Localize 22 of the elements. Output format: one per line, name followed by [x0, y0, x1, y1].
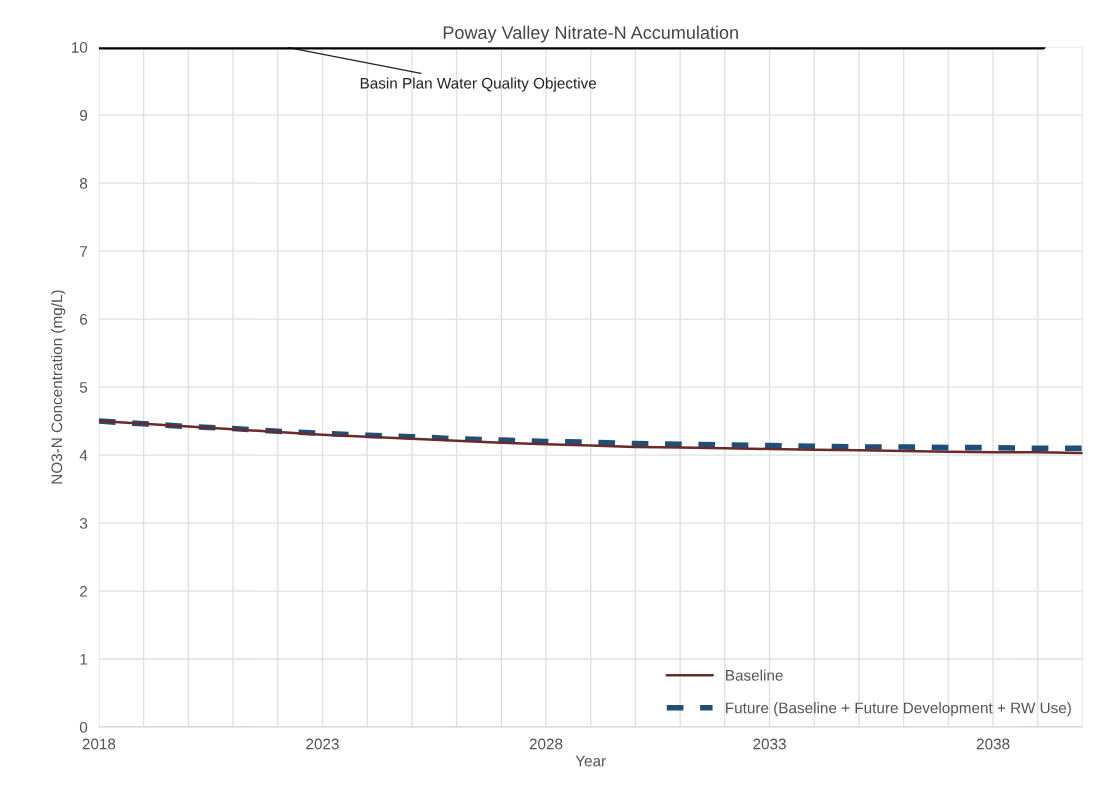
y-tick-label: 0: [79, 721, 88, 733]
y-tick-label: 2: [80, 585, 88, 597]
y-tick-label: 5: [79, 382, 88, 393]
y-tick-label: 8: [79, 178, 88, 189]
x-tick-label: 2028: [529, 738, 563, 750]
legend-label: Baseline: [726, 669, 783, 681]
y-tick-label: 9: [80, 110, 88, 121]
ref-line-label: Basin Plan Water Quality Objective: [360, 77, 597, 92]
x-tick-label: 2018: [82, 738, 116, 750]
y-tick-label: 3: [79, 517, 88, 529]
y-tick-label: 7: [80, 246, 88, 257]
y-tick-label: 6: [80, 313, 88, 325]
y-tick-label: 1: [80, 654, 88, 665]
x-tick-label: 2033: [753, 738, 786, 750]
y-axis-title: NO3-N Concentration (mg/L): [51, 290, 66, 484]
x-axis-title: Year: [575, 755, 606, 767]
y-tick-label: 10: [71, 42, 88, 53]
y-tick-label: 4: [79, 450, 88, 461]
x-tick-label: 2023: [306, 738, 339, 750]
legend-label: Future (Baseline + Future Development + RW Use): [726, 702, 1071, 717]
chart-title: Poway Valley Nitrate-N Accumulation: [443, 25, 738, 43]
x-tick-label: 2038: [976, 738, 1010, 750]
